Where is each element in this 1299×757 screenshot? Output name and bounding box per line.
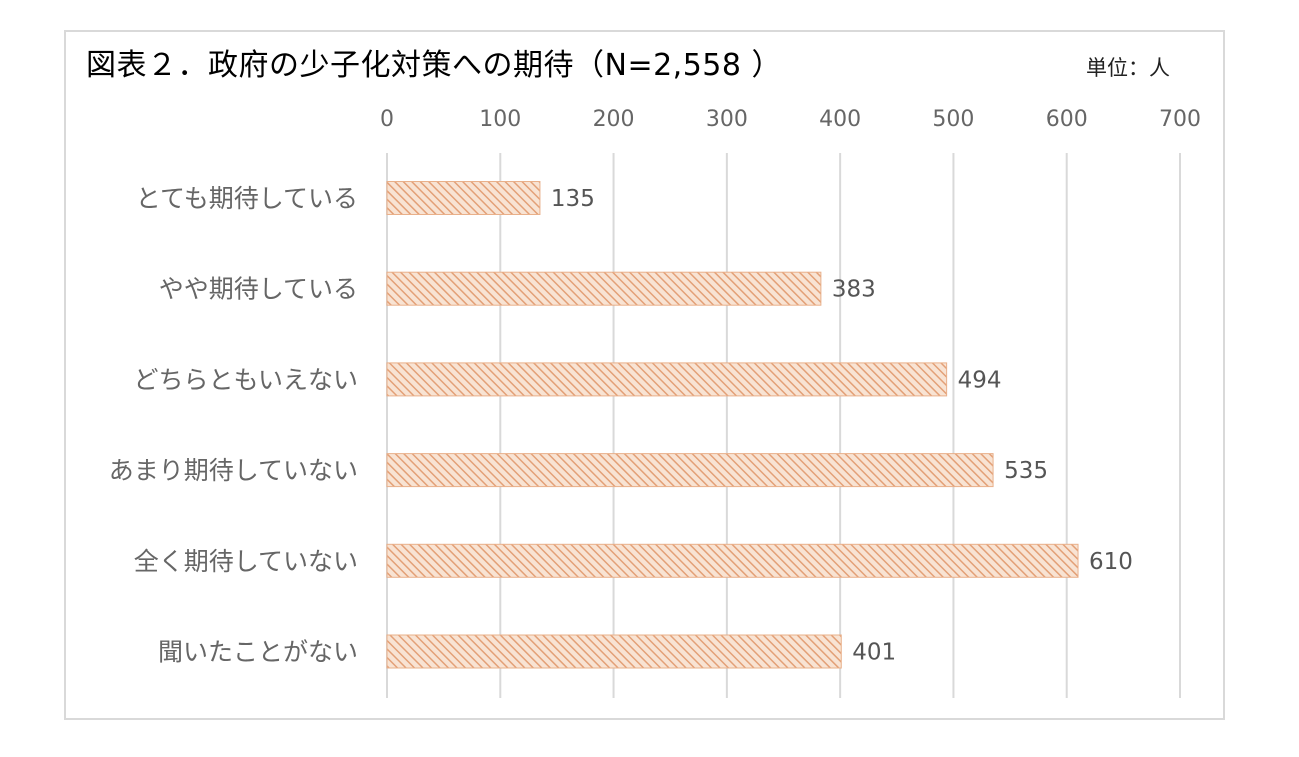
x-tick-label: 400 — [819, 107, 861, 132]
x-tick-label: 500 — [932, 107, 974, 132]
x-tick-label: 600 — [1046, 107, 1088, 132]
bar — [386, 181, 541, 215]
data-label: 401 — [852, 640, 896, 666]
category-label: あまり期待していない — [109, 456, 358, 485]
x-tick-label: 700 — [1159, 107, 1201, 132]
category-label: 全く期待していない — [134, 547, 358, 576]
unit-label: 単位：人 — [1086, 56, 1170, 80]
bar — [386, 271, 822, 306]
chart-title: 図表２．政府の少子化対策への期待（N=2,558 ） — [86, 48, 782, 83]
x-tick-label: 100 — [479, 107, 521, 132]
bar — [386, 362, 948, 397]
category-label: どちらともいえない — [133, 365, 358, 394]
category-label: 聞いたことがない — [158, 638, 358, 667]
bar — [386, 543, 1079, 578]
category-label: やや期待している — [159, 275, 358, 304]
bar — [386, 453, 994, 488]
data-label: 135 — [551, 186, 595, 212]
x-tick-label: 300 — [706, 107, 748, 132]
data-label: 535 — [1004, 458, 1048, 484]
x-tick-label: 200 — [593, 107, 635, 132]
category-label: とても期待している — [136, 184, 358, 213]
data-label: 494 — [958, 367, 1002, 393]
x-tick-label: 0 — [380, 107, 394, 132]
data-label: 610 — [1089, 549, 1133, 575]
data-label: 383 — [832, 277, 876, 303]
bar — [386, 634, 842, 669]
